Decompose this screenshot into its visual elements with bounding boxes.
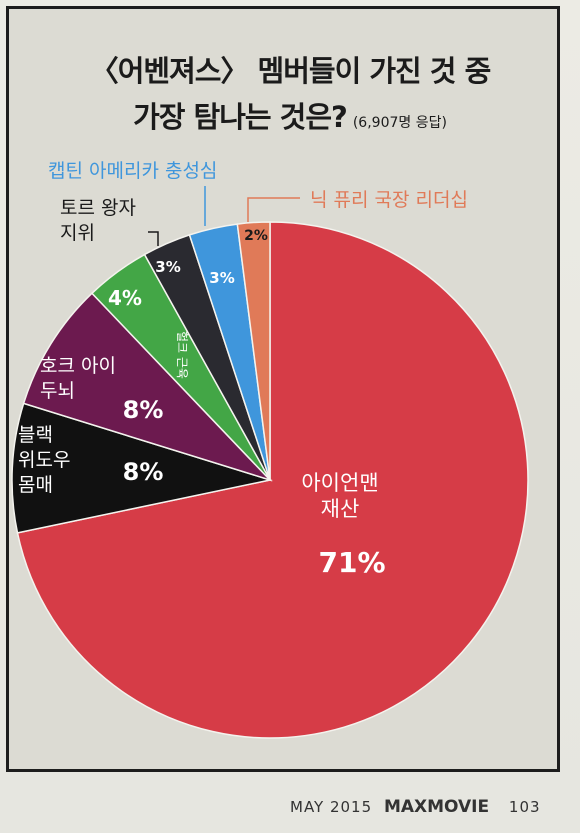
label-widow: 블랙 위도우 몸매: [18, 424, 70, 496]
chart-title-line1: 〈어벤져스〉 멤버들이 가진 것 중: [89, 54, 492, 88]
label-hulk: 헐크 근육: [175, 331, 189, 379]
label-fury: 닉 퓨리 국장 리더십: [310, 189, 468, 211]
leader-fury: [247, 197, 300, 222]
leader-thor: [148, 231, 159, 246]
label-hawkeye: 호크 아이 두뇌: [40, 355, 116, 402]
value-hulk: 4%: [108, 286, 142, 310]
value-fury: 2%: [244, 228, 268, 244]
chart-title-text: 가장 탐나는 것은?: [133, 100, 348, 134]
label-cap: 캡틴 아메리카 충성심: [48, 160, 217, 182]
value-cap: 3%: [209, 269, 234, 287]
pie-slice-widow: [11, 402, 273, 534]
pie-slice-ironman: [16, 221, 529, 739]
pie-slice-hawkeye: [22, 292, 273, 482]
value-widow: 8%: [123, 458, 164, 486]
pie-slice-fury: [236, 221, 271, 481]
label-ironman: 아이언맨 재산: [301, 471, 378, 521]
value-thor: 3%: [155, 258, 180, 276]
label-thor: 토르 왕자 지위: [60, 197, 136, 244]
value-hawkeye: 8%: [123, 396, 164, 424]
magazine-brand: MAXMOVIE: [383, 797, 490, 817]
value-ironman: 71%: [318, 546, 385, 579]
page-footer: MAY 2015 MAXMOVIE 103: [290, 797, 570, 821]
issue-date: MAY 2015: [290, 798, 373, 816]
page-number: 103: [508, 798, 541, 816]
respondent-count: (6,907명 응답): [352, 115, 447, 131]
chart-title-line2: 가장 탐나는 것은? (6,907명 응답): [0, 94, 580, 136]
